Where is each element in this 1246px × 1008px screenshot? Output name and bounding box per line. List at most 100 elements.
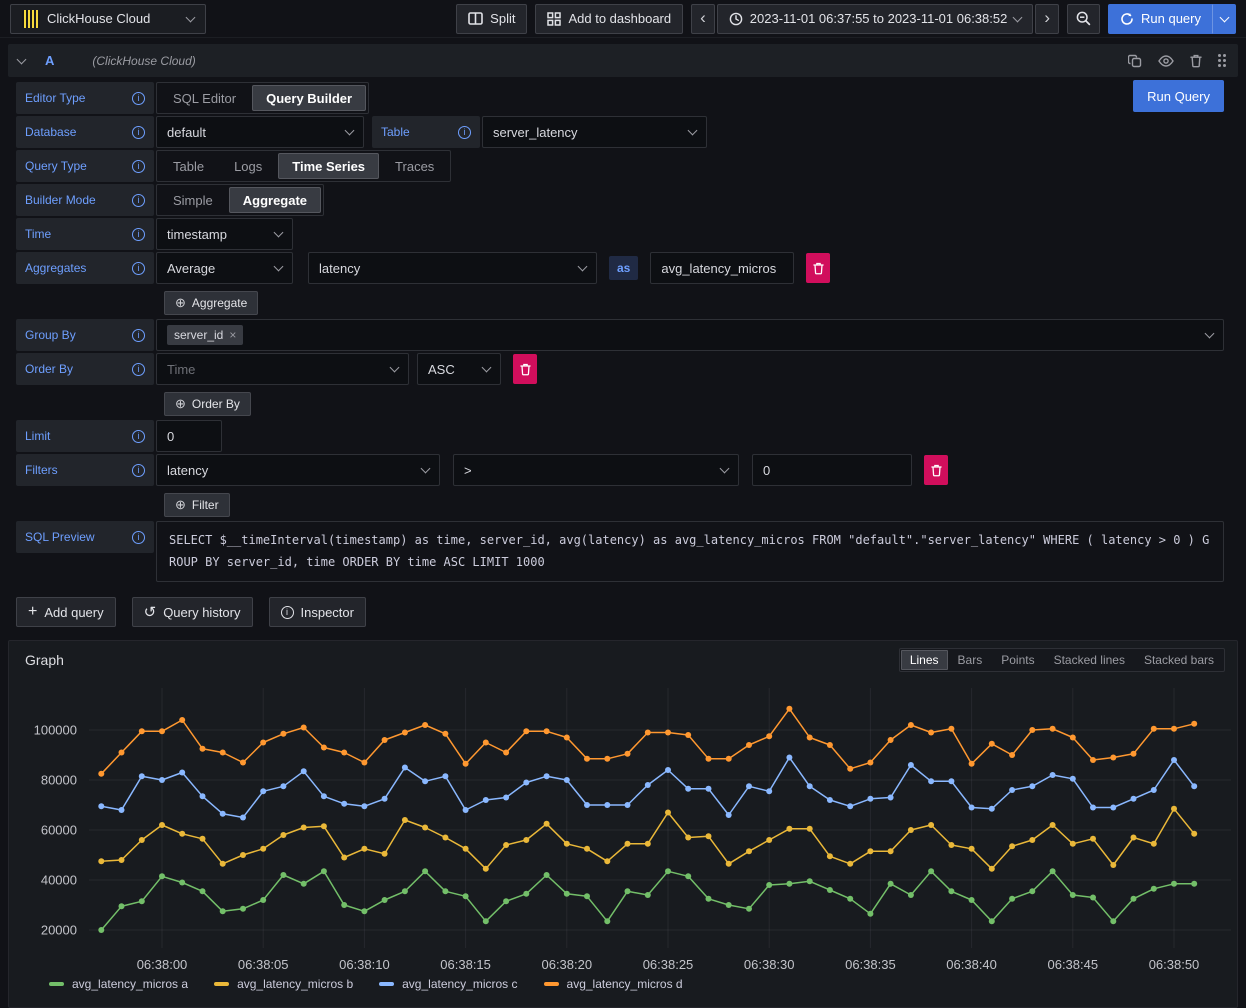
data-point[interactable] bbox=[988, 865, 995, 872]
info-circle-icon[interactable]: i bbox=[132, 429, 145, 443]
mode-option-bars[interactable]: Bars bbox=[957, 653, 983, 668]
data-point[interactable] bbox=[280, 730, 287, 737]
info-circle-icon[interactable]: i bbox=[132, 463, 145, 477]
data-point[interactable] bbox=[159, 822, 165, 829]
data-point[interactable] bbox=[766, 837, 773, 844]
remove-query-button[interactable] bbox=[1190, 54, 1202, 68]
remove-order-by-button[interactable] bbox=[513, 354, 537, 384]
data-point[interactable] bbox=[867, 910, 874, 917]
data-point[interactable] bbox=[665, 767, 671, 774]
data-point[interactable] bbox=[138, 898, 145, 905]
time-series-chart[interactable]: 20000 40000 60000 80000 100000 06:38:00 06:38:… bbox=[9, 672, 1237, 974]
data-point[interactable] bbox=[786, 705, 793, 712]
data-point[interactable] bbox=[604, 858, 611, 865]
data-point[interactable] bbox=[523, 837, 530, 844]
aggregate-column-select[interactable]: latency bbox=[308, 252, 597, 284]
data-point[interactable] bbox=[887, 794, 894, 801]
data-point[interactable] bbox=[806, 734, 813, 741]
data-point[interactable] bbox=[381, 850, 388, 857]
data-point[interactable] bbox=[199, 835, 206, 842]
add-aggregate-button[interactable]: ⊕ Aggregate bbox=[164, 291, 259, 315]
collapse-chevron-icon[interactable] bbox=[16, 54, 27, 64]
add-filter-button[interactable]: ⊕ Filter bbox=[164, 493, 230, 517]
data-point[interactable] bbox=[240, 852, 246, 859]
data-point[interactable] bbox=[482, 865, 489, 872]
data-point[interactable] bbox=[159, 728, 165, 735]
data-point[interactable] bbox=[968, 845, 975, 852]
inspector-button[interactable]: i Inspector bbox=[268, 597, 366, 628]
data-point[interactable] bbox=[523, 728, 530, 735]
editor-run-query-button[interactable]: Run Query bbox=[1133, 80, 1224, 112]
zoom-out-button[interactable] bbox=[1067, 3, 1101, 34]
info-circle-icon[interactable]: i bbox=[132, 530, 145, 544]
legend-item[interactable]: avg_latency_micros b bbox=[214, 977, 353, 991]
table-select[interactable]: server_latency bbox=[482, 116, 707, 148]
data-point[interactable] bbox=[1029, 727, 1036, 734]
data-point[interactable] bbox=[563, 890, 570, 897]
data-point[interactable] bbox=[320, 823, 327, 830]
data-point[interactable] bbox=[1191, 830, 1198, 837]
legend-item[interactable]: avg_latency_micros c bbox=[379, 977, 518, 991]
data-point[interactable] bbox=[928, 729, 935, 736]
data-point[interactable] bbox=[887, 848, 894, 855]
data-point[interactable] bbox=[1090, 804, 1096, 811]
data-point[interactable] bbox=[806, 825, 813, 832]
data-point[interactable] bbox=[98, 803, 105, 810]
data-point[interactable] bbox=[685, 732, 692, 739]
add-query-button[interactable]: + Add query bbox=[16, 597, 116, 628]
data-point[interactable] bbox=[381, 897, 388, 904]
data-point[interactable] bbox=[563, 777, 570, 784]
query-type-option-table[interactable]: Table bbox=[173, 158, 205, 174]
data-point[interactable] bbox=[948, 778, 955, 785]
time-column-select[interactable]: timestamp bbox=[156, 218, 293, 250]
data-point[interactable] bbox=[1110, 862, 1117, 869]
aggregate-alias-input[interactable]: avg_latency_micros bbox=[650, 252, 795, 284]
group-by-multiselect[interactable]: server_id × bbox=[156, 319, 1224, 351]
data-point[interactable] bbox=[725, 812, 732, 819]
data-point[interactable] bbox=[422, 824, 429, 831]
data-point[interactable] bbox=[118, 903, 125, 910]
data-point[interactable] bbox=[1090, 757, 1096, 764]
data-point[interactable] bbox=[1130, 795, 1137, 802]
query-history-button[interactable]: ↺ Query history bbox=[131, 597, 253, 628]
data-point[interactable] bbox=[948, 725, 955, 732]
data-point[interactable] bbox=[422, 722, 429, 729]
data-point[interactable] bbox=[644, 782, 651, 789]
data-point[interactable] bbox=[563, 840, 570, 847]
data-point[interactable] bbox=[1049, 822, 1056, 829]
info-circle-icon[interactable]: i bbox=[132, 159, 145, 173]
info-circle-icon[interactable]: i bbox=[132, 362, 145, 376]
data-point[interactable] bbox=[968, 804, 975, 811]
data-point[interactable] bbox=[746, 905, 752, 912]
data-point[interactable] bbox=[847, 765, 854, 772]
data-point[interactable] bbox=[280, 783, 287, 790]
data-point[interactable] bbox=[786, 754, 793, 761]
data-point[interactable] bbox=[118, 857, 125, 864]
data-point[interactable] bbox=[442, 888, 449, 895]
info-circle-icon[interactable]: i bbox=[132, 193, 145, 207]
data-point[interactable] bbox=[1069, 892, 1076, 899]
data-point[interactable] bbox=[826, 797, 833, 804]
data-point[interactable] bbox=[442, 730, 449, 737]
data-point[interactable] bbox=[503, 749, 510, 756]
query-type-option-logs[interactable]: Logs bbox=[234, 158, 263, 174]
run-query-button[interactable]: Run query bbox=[1108, 3, 1213, 34]
info-circle-icon[interactable]: i bbox=[132, 91, 145, 105]
data-point[interactable] bbox=[705, 833, 712, 840]
data-point[interactable] bbox=[1171, 757, 1177, 764]
data-point[interactable] bbox=[867, 848, 874, 855]
data-point[interactable] bbox=[381, 795, 388, 802]
builder-mode-option-aggregate[interactable]: Aggregate bbox=[228, 187, 322, 213]
data-point[interactable] bbox=[381, 737, 388, 744]
data-point[interactable] bbox=[361, 908, 368, 915]
info-circle-icon[interactable]: i bbox=[132, 261, 145, 275]
data-point[interactable] bbox=[1069, 775, 1076, 782]
time-range-button[interactable]: 2023-11-01 06:37:55 to 2023-11-01 06:38:… bbox=[716, 3, 1034, 34]
data-point[interactable] bbox=[300, 768, 307, 775]
data-point[interactable] bbox=[260, 788, 267, 795]
data-point[interactable] bbox=[240, 759, 246, 766]
mode-option-points[interactable]: Points bbox=[1001, 653, 1035, 668]
data-point[interactable] bbox=[604, 802, 611, 809]
data-point[interactable] bbox=[968, 897, 975, 904]
data-point[interactable] bbox=[1049, 772, 1056, 779]
